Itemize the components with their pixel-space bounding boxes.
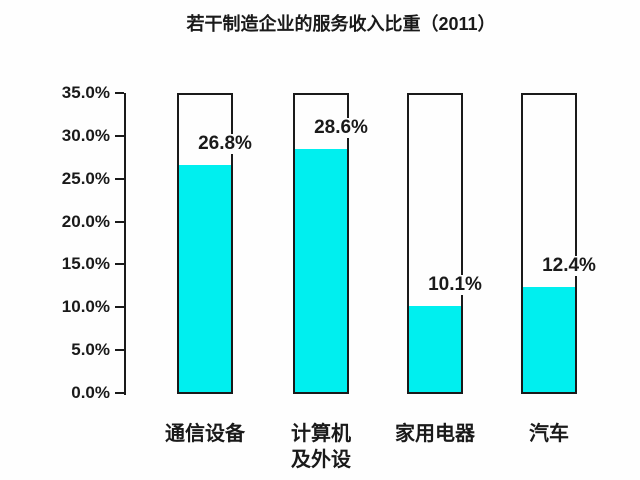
y-axis-tick [115, 392, 124, 394]
y-axis-tick-label: 15.0% [61, 254, 110, 274]
y-axis-tick-label: 25.0% [61, 168, 110, 188]
y-axis-tick-label: 0.0% [71, 383, 110, 402]
bar-fill [523, 287, 575, 392]
bar-outline [293, 93, 349, 394]
bar-value-label: 10.1% [425, 275, 485, 295]
y-axis-tick-label: 30.0% [61, 125, 110, 145]
y-axis-tick-label: 20.0% [61, 211, 110, 231]
y-axis-tick [115, 134, 124, 137]
bar-value-label: 28.6% [311, 118, 371, 138]
y-axis-line [124, 93, 126, 395]
y-axis-tick [115, 349, 124, 352]
y-axis-tick-label: 35.0% [61, 83, 110, 102]
chart-title: 若干制造企业的服务收入比重（2011） [186, 14, 496, 34]
x-category-label: 计算机 及外设 [291, 423, 351, 471]
bar-outline [177, 93, 233, 394]
bar-fill [409, 306, 461, 392]
y-axis-tick-label: 10.0% [61, 297, 110, 317]
y-axis-tick [115, 220, 124, 223]
bar-outline [521, 93, 577, 394]
y-axis-tick-label: 5.0% [71, 340, 110, 360]
x-category-label: 家用电器 [395, 423, 475, 445]
bar-value-label: 26.8% [195, 134, 255, 154]
x-category-label: 通信设备 [165, 423, 245, 445]
x-category-label: 汽车 [529, 423, 569, 445]
y-axis-tick [115, 263, 124, 266]
y-axis-tick [115, 306, 124, 309]
y-axis-tick [115, 92, 124, 94]
bar-fill [295, 149, 347, 392]
bar-value-label: 12.4% [539, 256, 599, 276]
bar-fill [179, 165, 231, 392]
bar-outline [407, 93, 463, 394]
y-axis-tick [115, 177, 124, 180]
